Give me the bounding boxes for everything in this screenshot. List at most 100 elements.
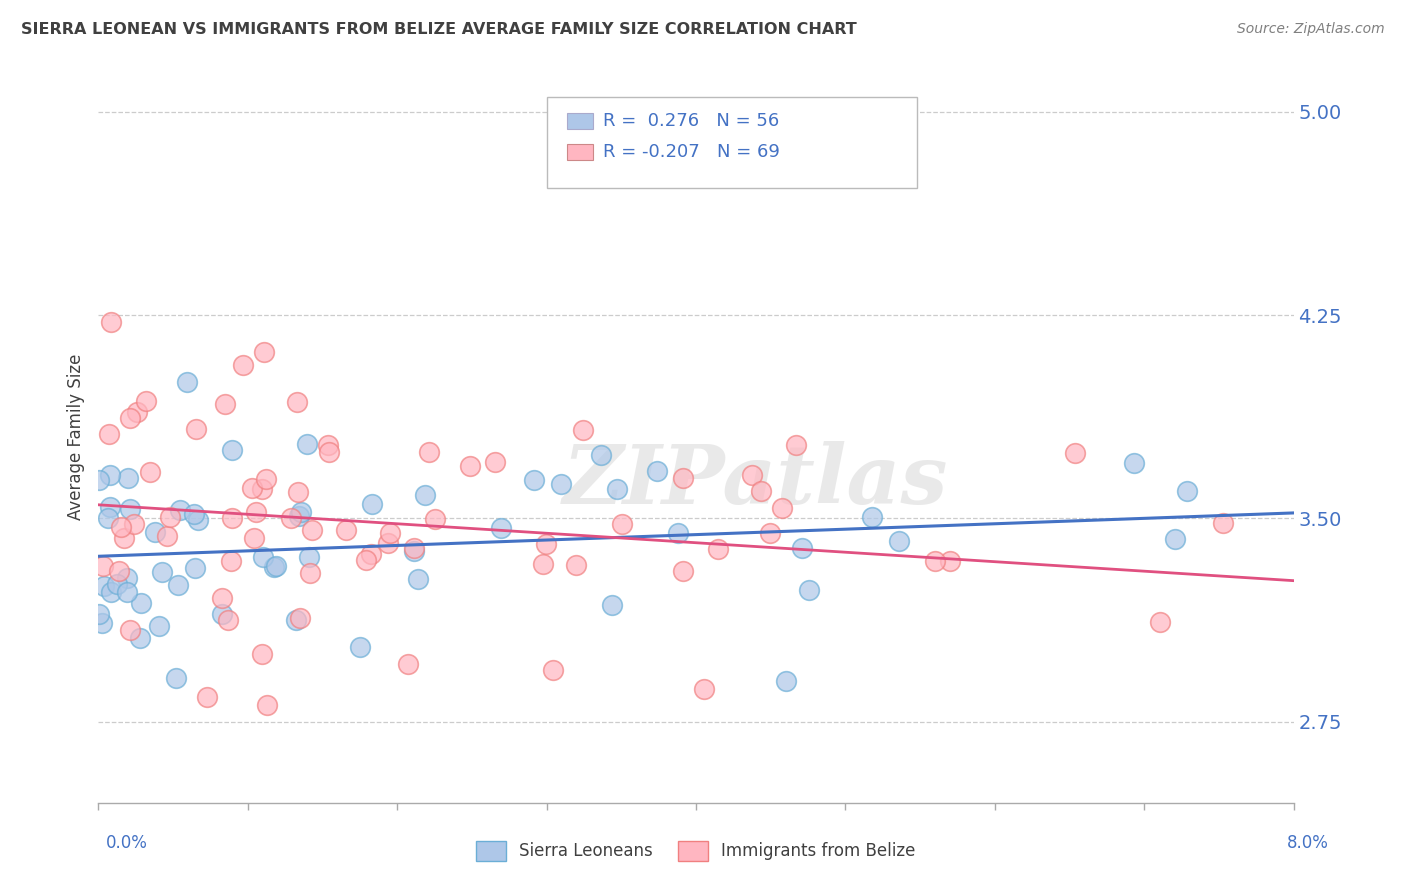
Point: [156, 528, 179, 542]
Point: [165, 671, 187, 685]
Point: [770, 501, 793, 516]
Point: [252, 344, 274, 359]
Point: [693, 681, 716, 696]
Point: [491, 521, 513, 535]
Point: [148, 618, 170, 632]
Point: [550, 476, 572, 491]
Point: [406, 572, 429, 586]
Point: [1163, 532, 1185, 546]
Point: [423, 512, 446, 526]
Point: [666, 526, 689, 541]
Y-axis label: Average Family Size: Average Family Size: [66, 354, 84, 520]
Point: [335, 523, 357, 537]
Point: [318, 445, 340, 459]
Point: [195, 690, 218, 704]
Point: [860, 510, 883, 524]
FancyBboxPatch shape: [567, 113, 593, 129]
Point: [672, 471, 695, 485]
Point: [91, 615, 114, 630]
Point: [298, 549, 321, 564]
Point: [169, 502, 191, 516]
Point: [645, 464, 668, 478]
Text: ZIPatlas: ZIPatlas: [562, 441, 949, 521]
Point: [250, 482, 273, 496]
Point: [672, 564, 695, 578]
Point: [536, 537, 558, 551]
Point: [143, 524, 166, 539]
Point: [122, 517, 145, 532]
Point: [280, 510, 302, 524]
Point: [221, 553, 243, 567]
Point: [1175, 483, 1198, 498]
Point: [264, 559, 287, 574]
Point: [749, 483, 772, 498]
Point: [600, 598, 623, 612]
Point: [361, 497, 384, 511]
Point: [105, 577, 128, 591]
Point: [211, 591, 233, 606]
Point: [108, 564, 131, 578]
Point: [115, 571, 138, 585]
Point: [100, 467, 122, 482]
Point: [98, 427, 121, 442]
Point: [287, 395, 309, 409]
Point: [360, 547, 382, 561]
Point: [484, 455, 506, 469]
FancyBboxPatch shape: [547, 97, 917, 188]
Point: [97, 511, 120, 525]
Point: [290, 505, 312, 519]
Point: [242, 531, 264, 545]
Point: [531, 557, 554, 571]
Point: [252, 550, 274, 565]
Point: [589, 448, 612, 462]
Point: [176, 375, 198, 389]
Text: SIERRA LEONEAN VS IMMIGRANTS FROM BELIZE AVERAGE FAMILY SIZE CORRELATION CHART: SIERRA LEONEAN VS IMMIGRANTS FROM BELIZE…: [21, 22, 856, 37]
Point: [288, 611, 311, 625]
Point: [415, 487, 437, 501]
Point: [887, 533, 910, 548]
Point: [256, 698, 278, 713]
Point: [110, 520, 132, 534]
Text: 0.0%: 0.0%: [105, 834, 148, 852]
Point: [572, 423, 595, 437]
Point: [128, 631, 150, 645]
Point: [135, 393, 157, 408]
Text: 8.0%: 8.0%: [1286, 834, 1329, 852]
Point: [606, 482, 628, 496]
Point: [184, 422, 207, 436]
Point: [775, 673, 797, 688]
Point: [187, 513, 209, 527]
Point: [402, 541, 425, 555]
Point: [159, 510, 181, 524]
Point: [792, 541, 814, 556]
Point: [1149, 615, 1171, 630]
Legend: Sierra Leoneans, Immigrants from Belize: Sierra Leoneans, Immigrants from Belize: [470, 834, 922, 868]
Point: [167, 578, 190, 592]
Point: [1064, 445, 1087, 459]
Point: [349, 640, 371, 654]
Point: [356, 553, 378, 567]
Text: R =  0.276   N = 56: R = 0.276 N = 56: [603, 112, 779, 130]
Point: [100, 585, 122, 599]
Point: [150, 566, 173, 580]
Point: [301, 523, 323, 537]
Point: [377, 536, 399, 550]
Point: [287, 484, 309, 499]
Point: [1122, 456, 1144, 470]
Point: [523, 473, 546, 487]
Point: [418, 445, 440, 459]
Point: [785, 438, 807, 452]
Point: [404, 544, 426, 558]
Text: Source: ZipAtlas.com: Source: ZipAtlas.com: [1237, 22, 1385, 37]
Point: [217, 613, 239, 627]
Point: [89, 607, 111, 622]
Point: [741, 467, 763, 482]
Point: [939, 554, 962, 568]
FancyBboxPatch shape: [567, 144, 593, 160]
Point: [254, 472, 277, 486]
Point: [221, 511, 243, 525]
Point: [93, 579, 115, 593]
Point: [98, 500, 121, 514]
Point: [263, 559, 285, 574]
Point: [378, 525, 401, 540]
